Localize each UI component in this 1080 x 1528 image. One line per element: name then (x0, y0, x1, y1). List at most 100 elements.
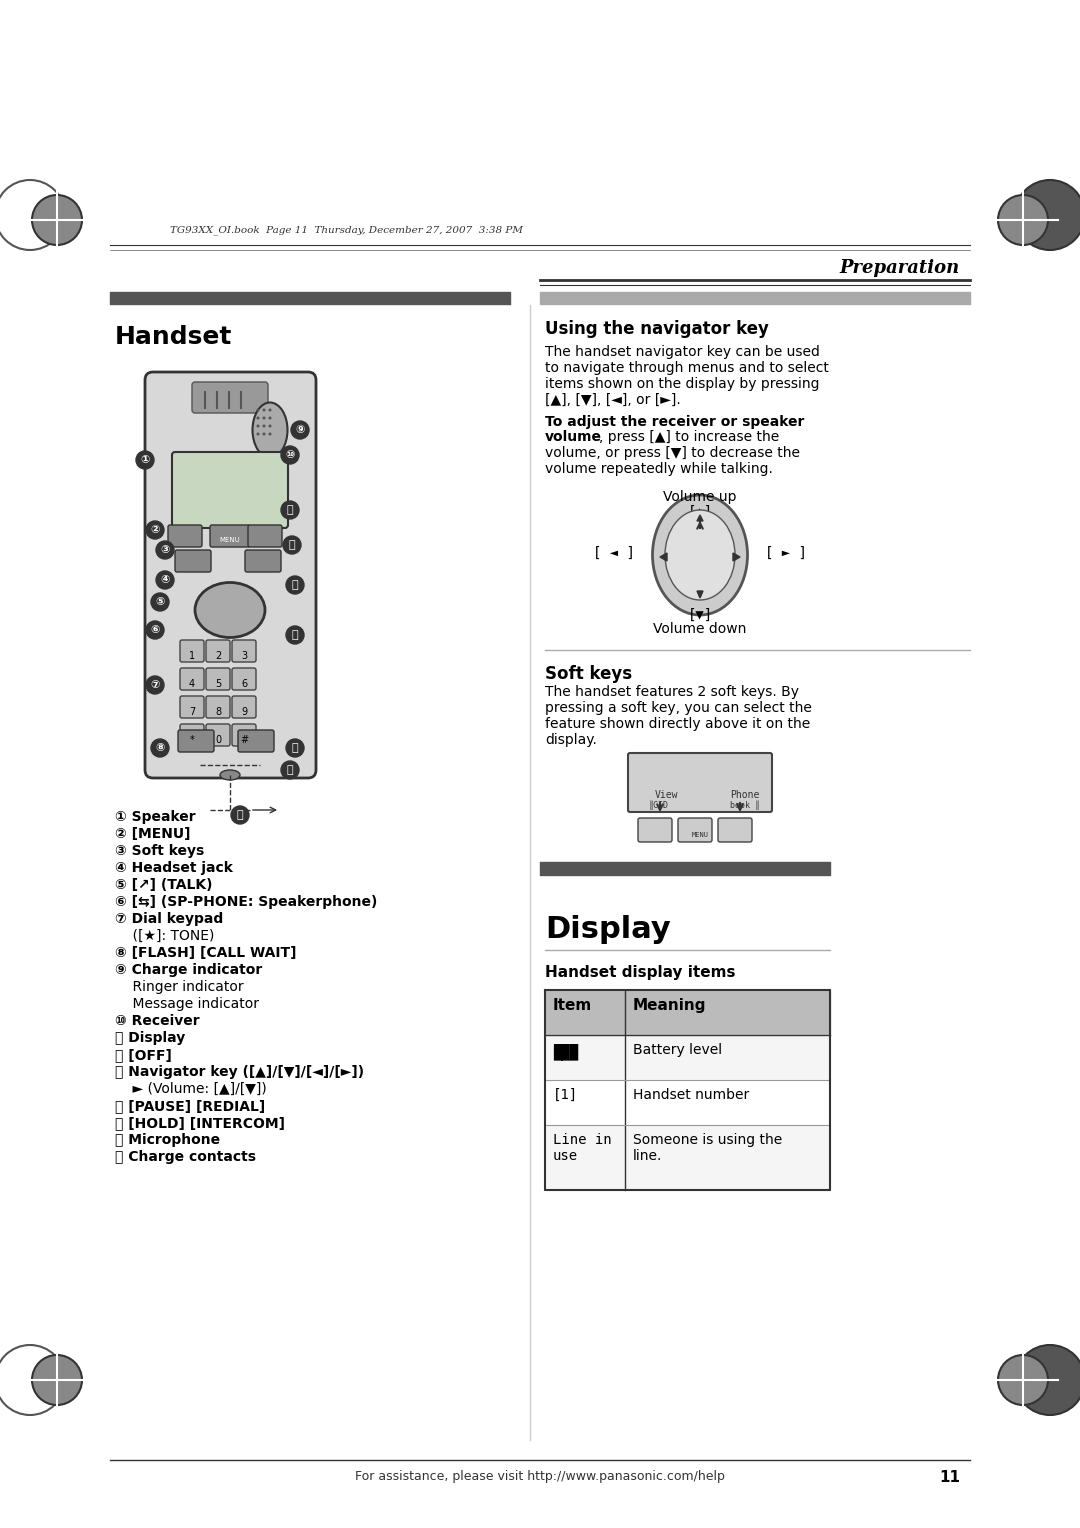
Text: ④: ④ (160, 575, 170, 585)
Circle shape (151, 740, 168, 756)
Text: ⑮: ⑮ (292, 743, 298, 753)
Circle shape (998, 196, 1048, 244)
Text: ⑫ [OFF]: ⑫ [OFF] (114, 1048, 172, 1062)
Text: ([★]: TONE): ([★]: TONE) (114, 929, 214, 943)
Text: 7: 7 (189, 707, 195, 717)
FancyBboxPatch shape (175, 550, 211, 571)
FancyBboxPatch shape (232, 640, 256, 662)
Circle shape (146, 620, 164, 639)
FancyBboxPatch shape (180, 668, 204, 691)
Text: ⑦: ⑦ (150, 680, 160, 691)
Text: ⑪ Display: ⑪ Display (114, 1031, 186, 1045)
FancyBboxPatch shape (192, 382, 268, 413)
Circle shape (998, 1355, 1048, 1406)
Text: [▼]: [▼] (688, 608, 713, 622)
FancyBboxPatch shape (180, 724, 204, 746)
Text: Someone is using the
line.: Someone is using the line. (633, 1132, 782, 1163)
FancyBboxPatch shape (172, 452, 288, 529)
Text: Line in
use: Line in use (553, 1132, 611, 1163)
Circle shape (156, 541, 174, 559)
Text: Message indicator: Message indicator (114, 996, 259, 1012)
Text: feature shown directly above it on the: feature shown directly above it on the (545, 717, 810, 730)
Text: volume: volume (545, 429, 602, 445)
Circle shape (1015, 180, 1080, 251)
FancyBboxPatch shape (238, 730, 274, 752)
Text: ⑭: ⑭ (292, 630, 298, 640)
Circle shape (1015, 1345, 1080, 1415)
FancyBboxPatch shape (718, 817, 752, 842)
Text: 8: 8 (215, 707, 221, 717)
Circle shape (151, 593, 168, 611)
Text: Battery level: Battery level (633, 1044, 723, 1057)
Text: to navigate through menus and to select: to navigate through menus and to select (545, 361, 828, 374)
FancyBboxPatch shape (638, 817, 672, 842)
Text: Display: Display (545, 915, 671, 944)
FancyBboxPatch shape (627, 753, 772, 811)
Circle shape (262, 408, 266, 411)
Circle shape (146, 675, 164, 694)
Text: 4: 4 (189, 678, 195, 689)
Text: Volume up: Volume up (663, 490, 737, 504)
Text: ⑧ [FLASH] [CALL WAIT]: ⑧ [FLASH] [CALL WAIT] (114, 946, 297, 960)
Text: 9: 9 (241, 707, 247, 717)
Text: ⑯: ⑯ (286, 766, 294, 775)
Ellipse shape (253, 402, 287, 457)
Circle shape (269, 417, 271, 420)
Text: ⑤: ⑤ (156, 597, 164, 607)
FancyBboxPatch shape (232, 668, 256, 691)
FancyBboxPatch shape (206, 640, 230, 662)
FancyBboxPatch shape (245, 550, 281, 571)
Circle shape (32, 196, 82, 244)
Circle shape (136, 451, 154, 469)
Text: [ ◄ ]: [ ◄ ] (593, 545, 635, 559)
Text: For assistance, please visit http://www.panasonic.com/help: For assistance, please visit http://www.… (355, 1470, 725, 1484)
Text: volume repeatedly while talking.: volume repeatedly while talking. (545, 461, 773, 477)
Circle shape (269, 432, 271, 435)
Circle shape (286, 576, 303, 594)
Text: [ ► ]: [ ► ] (765, 545, 807, 559)
Text: Item: Item (553, 998, 592, 1013)
FancyBboxPatch shape (168, 526, 202, 547)
Text: ⑪: ⑪ (286, 504, 294, 515)
Text: book ║: book ║ (730, 801, 760, 810)
Ellipse shape (652, 495, 747, 614)
Text: 1: 1 (189, 651, 195, 662)
FancyBboxPatch shape (232, 724, 256, 746)
Text: TG93XX_OI.book  Page 11  Thursday, December 27, 2007  3:38 PM: TG93XX_OI.book Page 11 Thursday, Decembe… (170, 225, 523, 235)
FancyBboxPatch shape (206, 668, 230, 691)
Text: Using the navigator key: Using the navigator key (545, 319, 769, 338)
FancyBboxPatch shape (206, 724, 230, 746)
Text: display.: display. (545, 733, 597, 747)
Text: ⑫: ⑫ (288, 539, 295, 550)
Circle shape (262, 425, 266, 428)
Polygon shape (660, 553, 667, 561)
Text: ⑰ Charge contacts: ⑰ Charge contacts (114, 1151, 256, 1164)
Text: ⑩ Receiver: ⑩ Receiver (114, 1015, 200, 1028)
Circle shape (281, 761, 299, 779)
Circle shape (231, 805, 249, 824)
Text: ⑤ [↗] (TALK): ⑤ [↗] (TALK) (114, 879, 213, 892)
FancyBboxPatch shape (180, 695, 204, 718)
Text: ① Speaker: ① Speaker (114, 810, 195, 824)
FancyBboxPatch shape (178, 730, 214, 752)
Circle shape (257, 408, 259, 411)
Circle shape (156, 571, 174, 588)
Text: Handset number: Handset number (633, 1088, 750, 1102)
Polygon shape (697, 591, 703, 597)
Circle shape (257, 425, 259, 428)
Text: Phone: Phone (730, 790, 759, 801)
FancyBboxPatch shape (206, 695, 230, 718)
Text: Soft keys: Soft keys (545, 665, 632, 683)
Text: ⑥ [⇆] (SP-PHONE: Speakerphone): ⑥ [⇆] (SP-PHONE: Speakerphone) (114, 895, 377, 909)
Text: Meaning: Meaning (633, 998, 706, 1013)
FancyBboxPatch shape (180, 640, 204, 662)
Text: ⑥: ⑥ (150, 625, 160, 636)
Text: View: View (654, 790, 678, 801)
Text: volume, or press [▼] to decrease the: volume, or press [▼] to decrease the (545, 446, 800, 460)
Circle shape (146, 521, 164, 539)
Circle shape (257, 432, 259, 435)
Text: To adjust the receiver or speaker: To adjust the receiver or speaker (545, 416, 805, 429)
Text: [1]: [1] (553, 1088, 578, 1102)
Circle shape (281, 501, 299, 520)
Circle shape (281, 446, 299, 465)
